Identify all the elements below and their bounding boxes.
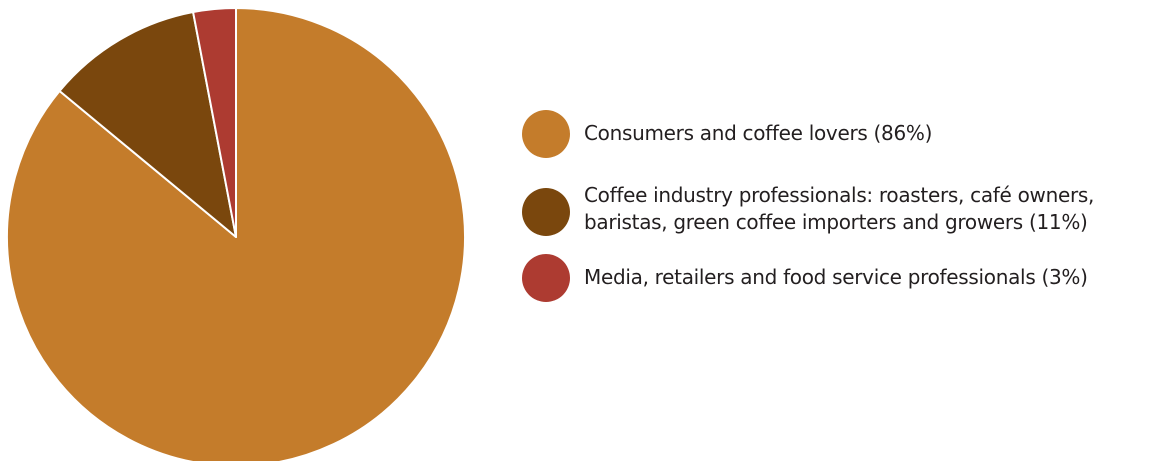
legend-swatch-media-retailers bbox=[522, 254, 570, 302]
legend: Consumers and coffee lovers (86%) Coffee… bbox=[522, 110, 1142, 322]
legend-swatch-industry-professionals bbox=[522, 188, 570, 236]
pie-slice-media-retailers bbox=[192, 7, 237, 238]
legend-label-media-retailers: Media, retailers and food service profes… bbox=[584, 265, 1088, 289]
legend-label-consumers: Consumers and coffee lovers (86%) bbox=[584, 121, 933, 145]
legend-item-industry-professionals: Coffee industry professionals: roasters,… bbox=[522, 182, 1142, 236]
pie-chart bbox=[6, 7, 466, 461]
pie-slice-industry-professionals bbox=[58, 11, 237, 238]
legend-item-media-retailers: Media, retailers and food service profes… bbox=[522, 254, 1142, 302]
legend-swatch-consumers bbox=[522, 110, 570, 158]
legend-item-consumers: Consumers and coffee lovers (86%) bbox=[522, 110, 1142, 158]
legend-label-industry-professionals: Coffee industry professionals: roasters,… bbox=[584, 183, 1095, 234]
